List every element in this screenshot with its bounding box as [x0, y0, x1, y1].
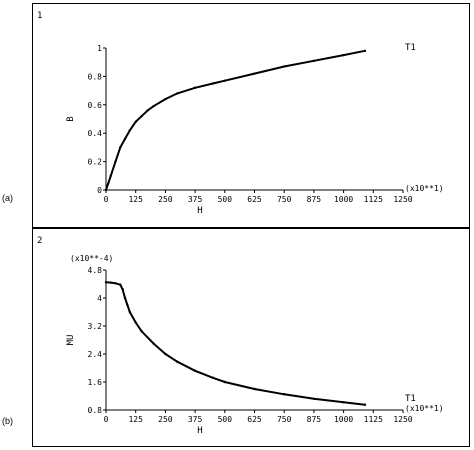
- data-point: [211, 376, 215, 379]
- data-point: [312, 397, 316, 400]
- y-axis-label: B: [66, 116, 76, 121]
- chart-1-svg: 1 0 125 250 375 500 625 750 875 1000 1125 1250 0 0.2 0…: [37, 11, 444, 216]
- x-multiplier-label: (x10**1): [405, 404, 444, 413]
- y-tick-label: 0.4: [88, 129, 103, 138]
- y-tick-label: 0.2: [88, 158, 103, 167]
- x-tick-label: 250: [158, 195, 173, 204]
- y-tick-label: 2.4: [88, 350, 103, 359]
- data-point: [223, 380, 226, 384]
- x-tick-label: 0: [104, 415, 109, 424]
- data-point: [104, 281, 108, 284]
- data-point: [152, 342, 155, 345]
- data-point: [363, 49, 367, 53]
- y-tick-label: 4.8: [88, 266, 103, 275]
- x-tick-label: 625: [247, 195, 262, 204]
- x-multiplier-label: (x10**1): [405, 184, 444, 193]
- chart-panel-1: 1 0 125 250 375 500 625 750 875 1000 1125 1250 0 0.2 0…: [32, 3, 470, 228]
- data-point: [253, 72, 256, 75]
- y-tick-label: 1: [97, 44, 102, 53]
- data-point: [146, 109, 149, 112]
- x-tick-label: 500: [218, 415, 233, 424]
- x-tick-label: 500: [218, 195, 233, 204]
- data-point: [140, 114, 143, 118]
- data-point: [140, 330, 143, 333]
- y-tick-label: 4: [97, 294, 102, 303]
- y-tick-label: 3.2: [88, 322, 103, 331]
- x-tick-label: 1000: [334, 415, 353, 424]
- panel-b-label: (b): [2, 416, 13, 426]
- x-tick-label: 250: [158, 415, 173, 424]
- x-tick-label: 1250: [393, 415, 412, 424]
- x-tick-label: 875: [307, 415, 322, 424]
- x-tick-label: 375: [188, 415, 203, 424]
- x-tick-label: 0: [104, 195, 109, 204]
- data-point: [134, 321, 137, 324]
- x-tick-label: 625: [247, 415, 262, 424]
- data-point: [114, 160, 117, 163]
- x-tick-label: 750: [277, 415, 292, 424]
- data-point: [126, 303, 129, 307]
- data-point: [164, 97, 167, 101]
- y-axis-label: MU: [66, 335, 76, 346]
- y-tick-label: 0.6: [88, 101, 103, 110]
- chart-panel-2: 2 0 125 250 375 500 625 750 875 1000 1125 1250 0.8 1.…: [32, 228, 470, 447]
- data-point: [104, 188, 108, 192]
- y-tick-label: 0.8: [88, 72, 103, 81]
- y-multiplier-label: (x10**-4): [70, 254, 113, 263]
- data-point: [176, 92, 179, 95]
- data-point: [123, 296, 127, 300]
- y-tick-label: 0: [97, 186, 102, 195]
- data-point: [363, 403, 367, 406]
- series-line-1: [105, 49, 366, 191]
- x-axis-label: H: [197, 206, 202, 216]
- x-tick-label: 1000: [334, 195, 353, 204]
- data-point: [164, 352, 167, 356]
- data-point: [109, 174, 112, 177]
- x-tick-label: 375: [188, 195, 203, 204]
- y-tick-label: 1.6: [88, 378, 103, 387]
- chart-2-svg: 2 0 125 250 375 500 625 750 875 1000 1125 1250 0.8 1.…: [37, 236, 444, 436]
- panel-number-1: 1: [37, 11, 42, 21]
- data-point: [119, 283, 122, 286]
- series-label-1: T1: [405, 43, 416, 53]
- data-point: [312, 59, 316, 62]
- x-tick-label: 125: [128, 195, 143, 204]
- x-tick-label: 1125: [364, 195, 383, 204]
- y-tick-label: 0.8: [88, 406, 103, 415]
- data-point: [134, 120, 137, 124]
- data-point: [152, 105, 155, 108]
- data-point: [107, 181, 110, 185]
- series-label-2: T1: [405, 394, 416, 404]
- data-point: [128, 129, 131, 132]
- data-point: [211, 82, 215, 85]
- x-tick-label: 875: [307, 195, 322, 204]
- data-point: [119, 146, 122, 149]
- data-point: [342, 53, 345, 57]
- data-point: [128, 310, 131, 314]
- x-tick-label: 1125: [364, 415, 383, 424]
- data-point: [253, 387, 256, 391]
- x-tick-label: 750: [277, 195, 292, 204]
- data-point: [193, 369, 197, 372]
- panel-number-2: 2: [37, 236, 42, 246]
- data-point: [342, 401, 345, 404]
- data-point: [176, 360, 179, 363]
- x-axis-label: H: [197, 426, 202, 436]
- data-point: [121, 288, 124, 291]
- data-point: [114, 282, 117, 285]
- data-point: [193, 86, 197, 89]
- x-tick-label: 1250: [393, 195, 412, 204]
- data-point: [283, 65, 286, 68]
- series-line-2: [105, 281, 366, 406]
- x-tick-label: 125: [128, 415, 143, 424]
- data-point: [109, 281, 112, 284]
- data-point: [223, 79, 226, 82]
- data-point: [283, 393, 286, 396]
- data-point: [123, 137, 127, 141]
- panel-a-label: (a): [2, 193, 13, 203]
